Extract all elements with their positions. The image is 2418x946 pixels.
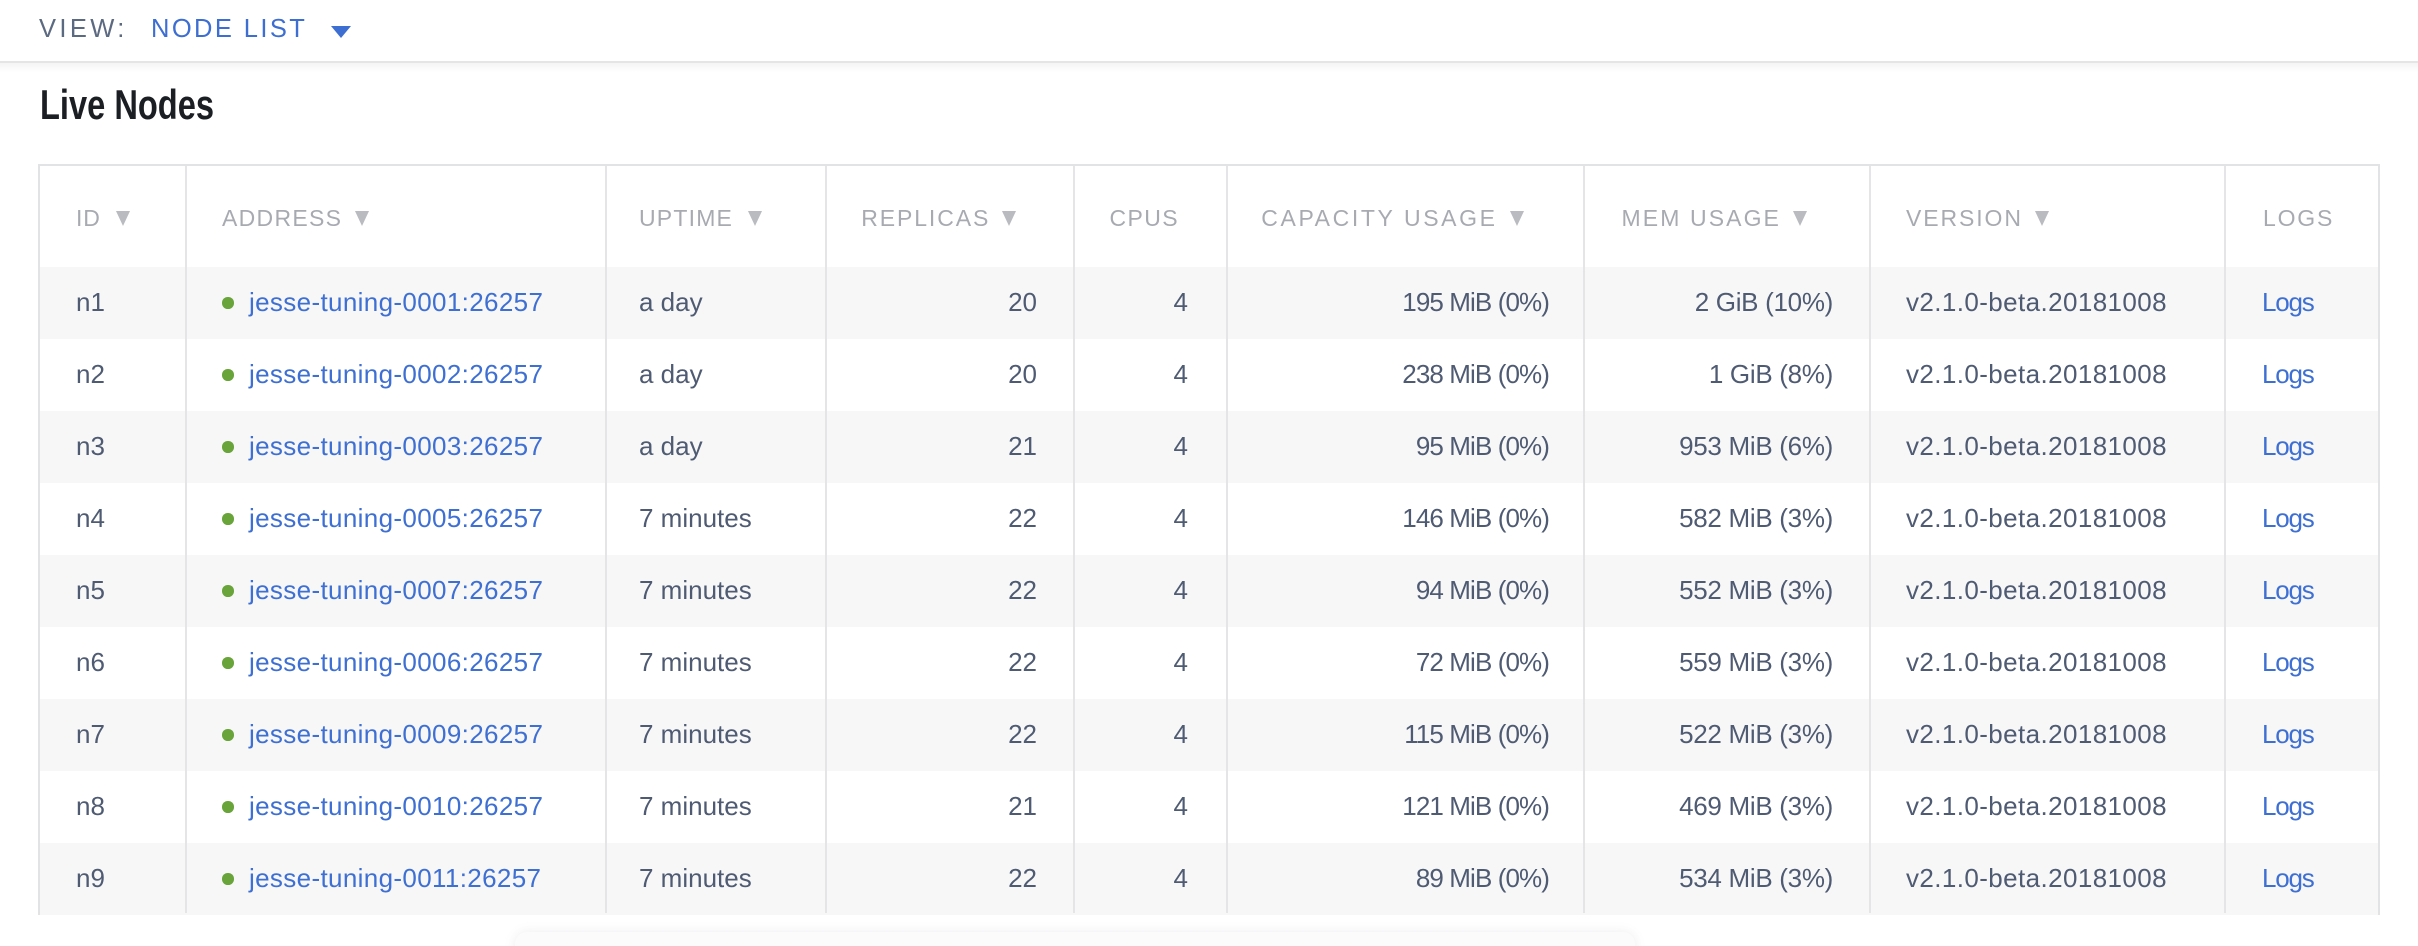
svg-text:Live Nodes: Live Nodes [40,81,214,128]
